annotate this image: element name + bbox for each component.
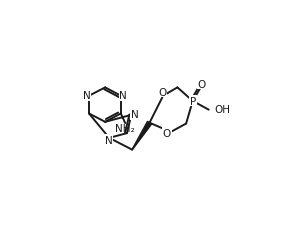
Text: N: N (119, 91, 127, 101)
Text: O: O (198, 80, 206, 90)
Text: O: O (163, 128, 171, 138)
Polygon shape (132, 122, 152, 150)
Text: N: N (82, 91, 90, 101)
Text: N: N (130, 110, 138, 120)
Text: O: O (158, 88, 166, 97)
Text: NH₂: NH₂ (115, 123, 135, 133)
Text: N: N (105, 135, 113, 145)
Text: OH: OH (214, 105, 230, 115)
Text: P: P (190, 96, 196, 106)
